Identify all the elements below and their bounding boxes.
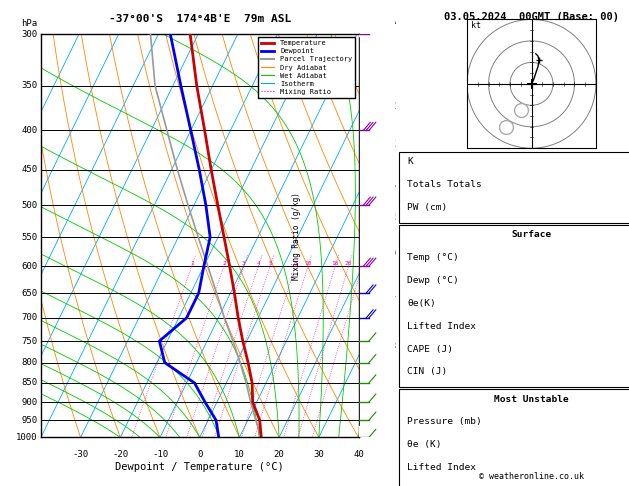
Text: 550: 550	[21, 233, 38, 242]
Text: θe (K): θe (K)	[407, 440, 442, 450]
Text: 6: 6	[395, 249, 400, 259]
Text: 400: 400	[21, 126, 38, 135]
Text: 0: 0	[197, 450, 203, 458]
Text: 25: 25	[359, 261, 366, 266]
Text: Mixing Ratio (g/kg): Mixing Ratio (g/kg)	[292, 192, 301, 279]
Text: kt: kt	[471, 21, 481, 30]
Text: 2: 2	[395, 102, 400, 111]
Text: 750: 750	[21, 336, 38, 346]
Text: 10: 10	[304, 261, 312, 266]
Text: 300: 300	[21, 30, 38, 38]
Text: 20: 20	[345, 261, 352, 266]
Text: 7: 7	[395, 296, 400, 305]
Text: 850: 850	[21, 379, 38, 387]
Text: 4: 4	[395, 181, 400, 190]
Text: CAPE (J): CAPE (J)	[407, 345, 453, 354]
Text: LCL: LCL	[395, 76, 409, 85]
Text: -20: -20	[112, 450, 128, 458]
Text: 350: 350	[21, 81, 38, 90]
Text: CIN (J): CIN (J)	[407, 367, 447, 377]
Text: © weatheronline.co.uk: © weatheronline.co.uk	[479, 472, 584, 481]
Text: Lifted Index: Lifted Index	[407, 463, 476, 472]
Text: 2: 2	[222, 261, 226, 266]
Text: -30: -30	[72, 450, 89, 458]
Text: Dewp (°C): Dewp (°C)	[407, 276, 459, 285]
Text: 1: 1	[190, 261, 194, 266]
Text: 8: 8	[395, 342, 400, 351]
Text: Surface: Surface	[511, 230, 552, 240]
Text: K: K	[407, 157, 413, 167]
Text: Lifted Index: Lifted Index	[407, 322, 476, 331]
Text: 20: 20	[274, 450, 284, 458]
Text: 500: 500	[21, 201, 38, 209]
Text: 4: 4	[257, 261, 260, 266]
Text: 5: 5	[268, 261, 272, 266]
Text: 700: 700	[21, 313, 38, 322]
Text: 16: 16	[331, 261, 339, 266]
Text: 800: 800	[21, 358, 38, 367]
Text: 950: 950	[21, 416, 38, 425]
Text: 1: 1	[395, 72, 400, 81]
Text: 450: 450	[21, 165, 38, 174]
Text: -10: -10	[152, 450, 168, 458]
Text: Most Unstable: Most Unstable	[494, 395, 569, 404]
Text: 40: 40	[353, 450, 364, 458]
Text: Dewpoint / Temperature (°C): Dewpoint / Temperature (°C)	[115, 462, 284, 472]
Text: 10: 10	[234, 450, 245, 458]
Text: 600: 600	[21, 262, 38, 271]
Text: 3: 3	[242, 261, 246, 266]
Text: Temp (°C): Temp (°C)	[407, 253, 459, 262]
Text: 8: 8	[294, 261, 298, 266]
Text: 1000: 1000	[16, 433, 38, 442]
Bar	[399, 152, 629, 223]
Text: 3: 3	[395, 140, 400, 150]
Legend: Temperature, Dewpoint, Parcel Trajectory, Dry Adiabat, Wet Adiabat, Isotherm, Mi: Temperature, Dewpoint, Parcel Trajectory…	[258, 37, 355, 98]
Text: θe(K): θe(K)	[407, 299, 436, 308]
Text: Totals Totals: Totals Totals	[407, 180, 482, 190]
Text: Pressure (mb): Pressure (mb)	[407, 417, 482, 427]
Text: PW (cm): PW (cm)	[407, 203, 447, 212]
Text: -37°00'S  174°4B'E  79m ASL: -37°00'S 174°4B'E 79m ASL	[109, 14, 291, 24]
Bar	[399, 225, 629, 387]
Bar	[399, 389, 629, 486]
Text: 03.05.2024  00GMT (Base: 00): 03.05.2024 00GMT (Base: 00)	[444, 12, 619, 22]
Text: hPa: hPa	[21, 19, 38, 28]
Text: 30: 30	[313, 450, 324, 458]
Text: 650: 650	[21, 289, 38, 297]
Text: 900: 900	[21, 398, 38, 407]
Text: 5: 5	[395, 213, 400, 222]
Text: km
ASL: km ASL	[395, 6, 409, 26]
